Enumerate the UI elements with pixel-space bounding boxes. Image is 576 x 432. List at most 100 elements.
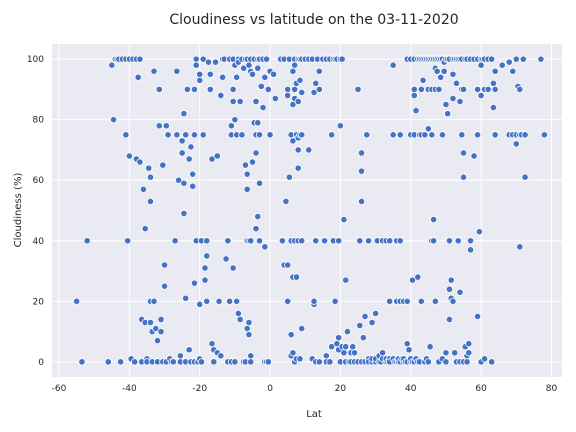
data-point (210, 358, 218, 366)
data-point (233, 297, 241, 305)
data-point (357, 149, 366, 157)
data-point (291, 61, 299, 69)
data-point (141, 225, 149, 233)
data-point (226, 297, 234, 305)
data-point (368, 318, 376, 327)
data-point (470, 152, 478, 160)
data-point (190, 279, 199, 287)
data-point (294, 164, 302, 172)
data-point (203, 237, 211, 245)
data-point (104, 358, 112, 366)
data-point (540, 131, 549, 139)
data-point (218, 73, 227, 81)
data-point (354, 85, 362, 94)
data-point (491, 85, 499, 94)
data-point (204, 58, 213, 66)
data-point (431, 297, 439, 305)
data-point (292, 273, 301, 281)
data-point (417, 85, 425, 94)
data-point (139, 185, 148, 193)
data-point (162, 122, 170, 130)
data-point (238, 131, 246, 139)
data-point (477, 61, 485, 69)
data-point (201, 264, 209, 272)
data-point (364, 237, 373, 245)
data-point (310, 297, 318, 305)
data-point (159, 161, 167, 169)
data-point (224, 237, 232, 245)
data-point (459, 85, 468, 94)
x-tick-labels: -60 -40 -20 0 20 40 60 80 (52, 384, 558, 394)
data-point (403, 340, 411, 348)
data-point (438, 131, 447, 139)
data-point (240, 64, 248, 72)
data-point (254, 212, 262, 221)
data-point (206, 85, 214, 94)
data-point (152, 324, 160, 333)
data-point (255, 179, 264, 187)
data-point (173, 131, 181, 139)
data-point (521, 173, 529, 181)
data-point (289, 349, 297, 357)
data-point (269, 70, 278, 78)
data-point (328, 343, 336, 351)
data-point (233, 73, 241, 81)
data-point (340, 349, 348, 357)
data-point (73, 297, 81, 305)
data-point (178, 137, 186, 145)
data-point (294, 97, 302, 106)
data-point (266, 131, 274, 139)
y-tick-label: 0 (38, 358, 44, 368)
data-point (278, 237, 286, 245)
data-point (298, 88, 306, 97)
data-point (215, 297, 223, 305)
data-point (289, 137, 297, 145)
data-point (335, 237, 343, 245)
data-point (131, 358, 139, 366)
data-point (176, 352, 184, 360)
data-point (271, 94, 279, 103)
data-point (109, 116, 118, 124)
data-point (208, 340, 216, 348)
data-point (396, 131, 404, 139)
data-point (231, 358, 239, 366)
data-point (315, 67, 323, 75)
data-point (331, 297, 339, 305)
x-tick-label: -20 (192, 384, 207, 394)
data-point (261, 243, 269, 251)
data-point (421, 131, 429, 139)
data-point (255, 131, 264, 139)
data-point (157, 327, 165, 336)
data-point (512, 140, 520, 148)
data-point (248, 158, 257, 166)
data-point (229, 85, 237, 94)
data-point (245, 61, 253, 69)
data-point (491, 131, 499, 139)
y-tick-label: 20 (33, 297, 45, 307)
data-point (262, 55, 271, 63)
data-point (287, 331, 295, 339)
data-point (254, 119, 262, 127)
data-point (243, 324, 251, 333)
data-point (229, 264, 237, 272)
data-point (537, 55, 545, 63)
data-point (433, 67, 441, 75)
data-point (447, 276, 455, 284)
data-point (459, 149, 468, 157)
data-point (255, 237, 264, 245)
data-point (243, 170, 251, 178)
data-point (252, 97, 260, 106)
data-point (236, 315, 244, 324)
data-point (466, 237, 475, 245)
x-tick-label: 60 (475, 384, 487, 394)
data-point (134, 73, 142, 81)
data-point (284, 297, 292, 305)
data-point (78, 358, 86, 366)
data-point (190, 131, 199, 139)
data-point (509, 67, 517, 75)
data-point (459, 173, 468, 181)
data-point (452, 79, 461, 87)
data-point (396, 237, 404, 245)
chart-title: Cloudiness vs latitude on the 03-11-2020 (169, 12, 458, 28)
